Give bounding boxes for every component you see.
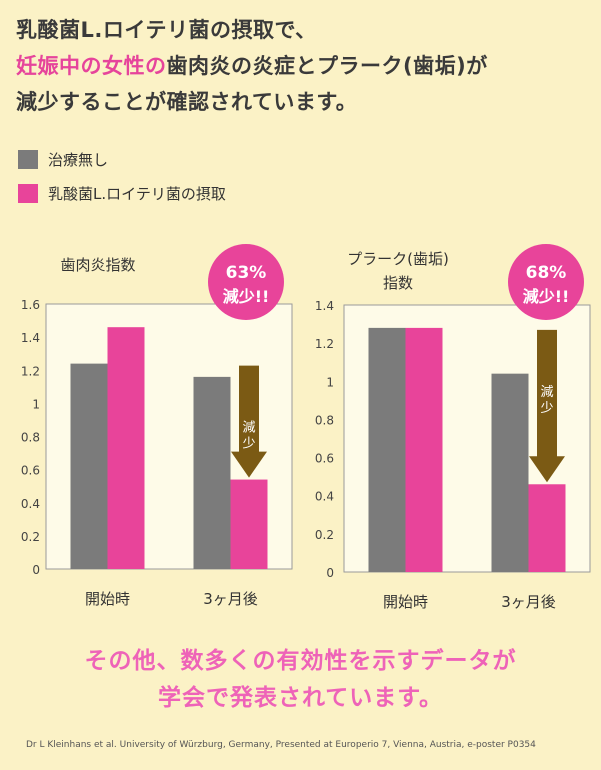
bar-reuteri bbox=[107, 327, 145, 569]
chart-title: 歯肉炎指数 bbox=[60, 256, 135, 274]
legend-swatch-reuteri bbox=[18, 183, 38, 203]
bar-control bbox=[491, 373, 529, 572]
x-category-label: 開始時 bbox=[85, 590, 130, 608]
headline-line1: 乳酸菌L.ロイテリ菌の摂取で、 bbox=[16, 18, 317, 42]
x-category-label: 3ヶ月後 bbox=[203, 590, 258, 608]
chart-title-line: 指数 bbox=[383, 274, 413, 292]
reduction-badge bbox=[508, 244, 584, 320]
headline-highlight: 妊娠中の女性の bbox=[16, 54, 167, 78]
headline-line2: 妊娠中の女性の歯肉炎の炎症とプラーク(歯垢)が bbox=[16, 48, 591, 84]
headline: 乳酸菌L.ロイテリ菌の摂取で、 妊娠中の女性の歯肉炎の炎症とプラーク(歯垢)が … bbox=[16, 12, 591, 120]
x-category-label: 開始時 bbox=[383, 593, 428, 611]
footer-message: その他、数多くの有効性を示すデータが 学会で発表されています。 bbox=[0, 643, 601, 717]
bar-control bbox=[368, 327, 406, 572]
badge-percent: 63% bbox=[226, 263, 267, 283]
chart-title-line: プラーク(歯垢) bbox=[347, 250, 449, 268]
y-tick-label: 0.8 bbox=[21, 431, 40, 445]
arrow-label: 減 bbox=[242, 420, 255, 436]
footer-line2: 学会で発表されています。 bbox=[157, 685, 443, 711]
legend-swatch-control bbox=[18, 149, 38, 169]
x-category-label: 3ヶ月後 bbox=[501, 593, 556, 611]
bar-reuteri bbox=[230, 479, 268, 569]
gingival-index-chart: 歯肉炎指数 0 0.2 0.4 0.6 0.8 1 1.2 1.4 1.6 開始時 3ヶ月後 減少 63%… bbox=[21, 244, 293, 608]
y-tick-label: 0 bbox=[326, 566, 334, 580]
arrow-label: 少 bbox=[540, 401, 553, 416]
y-tick-label: 0.2 bbox=[21, 530, 40, 544]
y-tick-label: 0 bbox=[32, 563, 40, 577]
badge-text: 減少!! bbox=[223, 287, 270, 306]
y-tick-label: 0.4 bbox=[21, 497, 40, 511]
bar-reuteri bbox=[528, 484, 566, 572]
legend-item-control: 治療無し bbox=[18, 149, 226, 169]
legend-label-control: 治療無し bbox=[48, 150, 109, 169]
y-tick-label: 0.6 bbox=[21, 464, 40, 478]
plaque-index-chart: プラーク(歯垢) 指数 0 0.2 0.4 0.6 0.8 1 1.2 1.4 開始時 3ヶ月後 減少 6… bbox=[315, 244, 591, 611]
bar-control bbox=[70, 363, 108, 569]
legend: 治療無し 乳酸菌L.ロイテリ菌の摂取 bbox=[18, 149, 226, 217]
bar-reuteri bbox=[405, 327, 443, 572]
y-tick-label: 1.6 bbox=[21, 298, 40, 312]
headline-line2-rest: 歯肉炎の炎症とプラーク(歯垢)が bbox=[166, 54, 488, 78]
y-tick-label: 0.6 bbox=[315, 452, 334, 466]
decrease-arrow bbox=[529, 329, 565, 483]
y-tick-label: 1 bbox=[326, 375, 334, 389]
headline-line3: 減少することが確認されています。 bbox=[16, 90, 358, 114]
y-tick-label: 1 bbox=[32, 397, 40, 411]
reduction-badge bbox=[208, 244, 284, 320]
y-tick-label: 0.4 bbox=[315, 490, 334, 504]
y-tick-label: 1.4 bbox=[315, 299, 334, 313]
legend-label-reuteri: 乳酸菌L.ロイテリ菌の摂取 bbox=[48, 184, 226, 203]
y-tick-label: 1.4 bbox=[21, 331, 40, 345]
y-tick-label: 1.2 bbox=[315, 337, 334, 351]
y-tick-label: 1.2 bbox=[21, 364, 40, 378]
arrow-label: 減 bbox=[540, 384, 553, 400]
legend-item-reuteri: 乳酸菌L.ロイテリ菌の摂取 bbox=[18, 183, 226, 203]
arrow-label: 少 bbox=[242, 437, 255, 452]
y-tick-label: 0.2 bbox=[315, 528, 334, 542]
decrease-arrow bbox=[231, 365, 267, 478]
bar-control bbox=[193, 376, 231, 569]
y-tick-label: 0.8 bbox=[315, 413, 334, 427]
footer-line1: その他、数多くの有効性を示すデータが bbox=[84, 648, 517, 674]
badge-percent: 68% bbox=[526, 263, 567, 283]
citation: Dr L Kleinhans et al. University of Würz… bbox=[26, 740, 536, 750]
badge-text: 減少!! bbox=[523, 287, 570, 306]
